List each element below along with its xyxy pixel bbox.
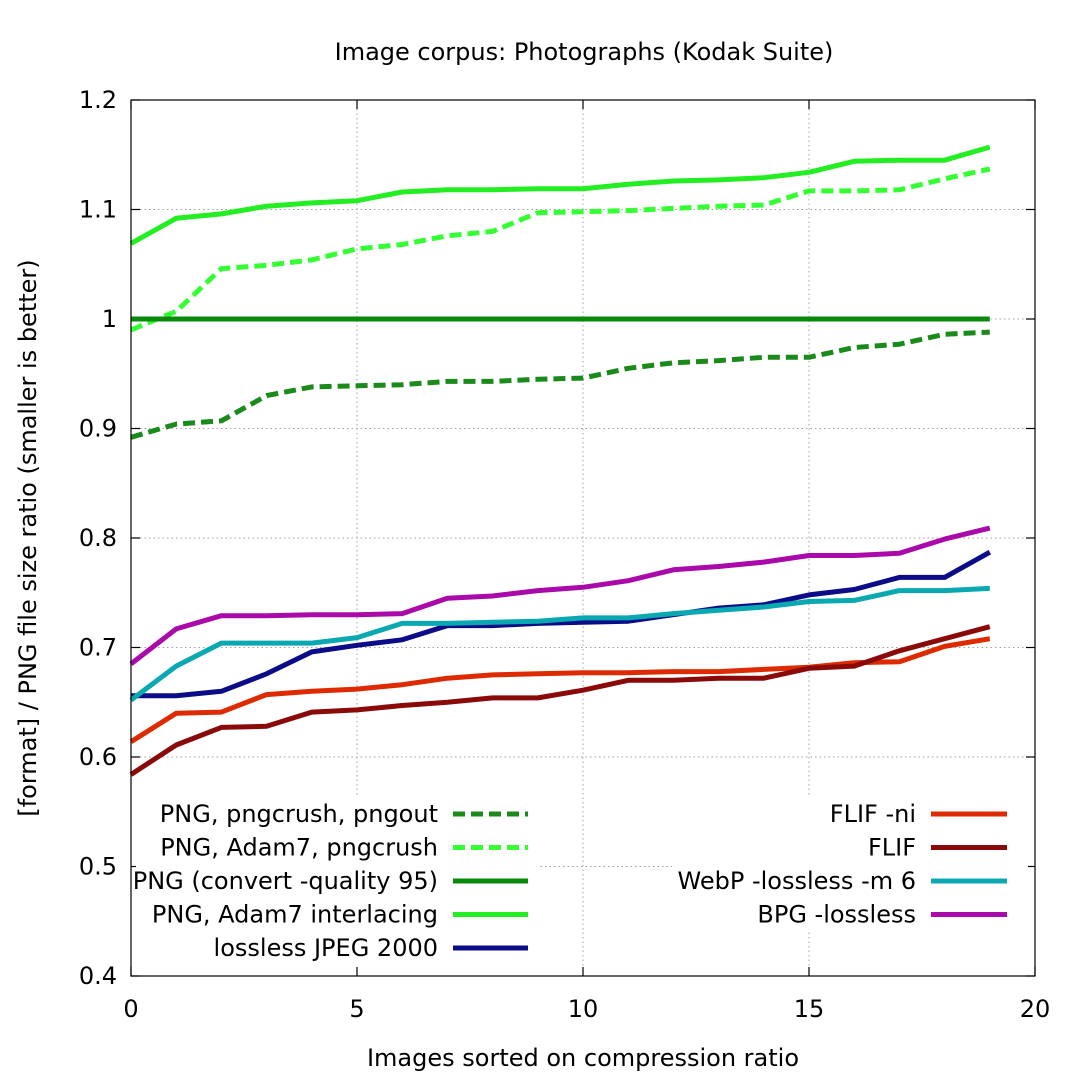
x-axis-label: Images sorted on compression ratio	[367, 1044, 799, 1072]
series-line	[129, 636, 991, 744]
legend-label: FLIF	[868, 834, 916, 862]
y-tick-label: 0.5	[79, 853, 117, 881]
series-line	[129, 624, 991, 777]
legend-label: BPG -lossless	[757, 901, 916, 929]
series-layer	[129, 144, 992, 777]
series-line	[129, 144, 991, 246]
x-tick-label: 10	[568, 995, 599, 1023]
series-line	[131, 550, 992, 699]
y-tick-label: 0.6	[79, 743, 117, 771]
legend-right-box	[672, 797, 1028, 932]
legend-label: lossless JPEG 2000	[214, 934, 438, 962]
y-tick-label: 0.4	[79, 962, 117, 990]
series-line	[129, 525, 991, 666]
chart-title: Image corpus: Photographs (Kodak Suite)	[335, 38, 834, 66]
legend-label: PNG, pngcrush, pngout	[160, 800, 438, 828]
x-tick-label: 5	[349, 995, 364, 1023]
y-tick-label: 0.9	[79, 415, 117, 443]
legend: PNG, pngcrush, pngout PNG, Adam7, pngcrus…	[133, 797, 1028, 967]
plot-frame	[130, 99, 1036, 977]
legend-label: PNG, Adam7 interlacing	[152, 901, 438, 929]
tick-layer: 0.4 0.5 0.6 0.7 0.8 0.9 1 1.1 1.2 0 5 10 15 20	[79, 86, 1050, 1023]
y-axis-label: [format] / PNG file size ratio (smaller …	[14, 259, 42, 816]
series-line	[130, 166, 991, 333]
legend-label: PNG (convert -quality 95)	[133, 867, 438, 895]
y-tick-label: 0.7	[79, 634, 117, 662]
legend-label: PNG, Adam7, pngcrush	[160, 834, 438, 862]
y-tick-label: 0.8	[79, 524, 117, 552]
y-tick-label: 1	[102, 305, 117, 333]
x-tick-label: 15	[794, 995, 825, 1023]
y-tick-label: 1.2	[79, 86, 117, 114]
legend-label: WebP -lossless -m 6	[678, 867, 916, 895]
x-tick-label: 20	[1020, 995, 1051, 1023]
legend-label: FLIF -ni	[830, 800, 916, 828]
series-line	[130, 329, 990, 440]
series-line	[129, 585, 990, 703]
y-tick-label: 1.1	[79, 196, 117, 224]
x-tick-label: 0	[123, 995, 138, 1023]
